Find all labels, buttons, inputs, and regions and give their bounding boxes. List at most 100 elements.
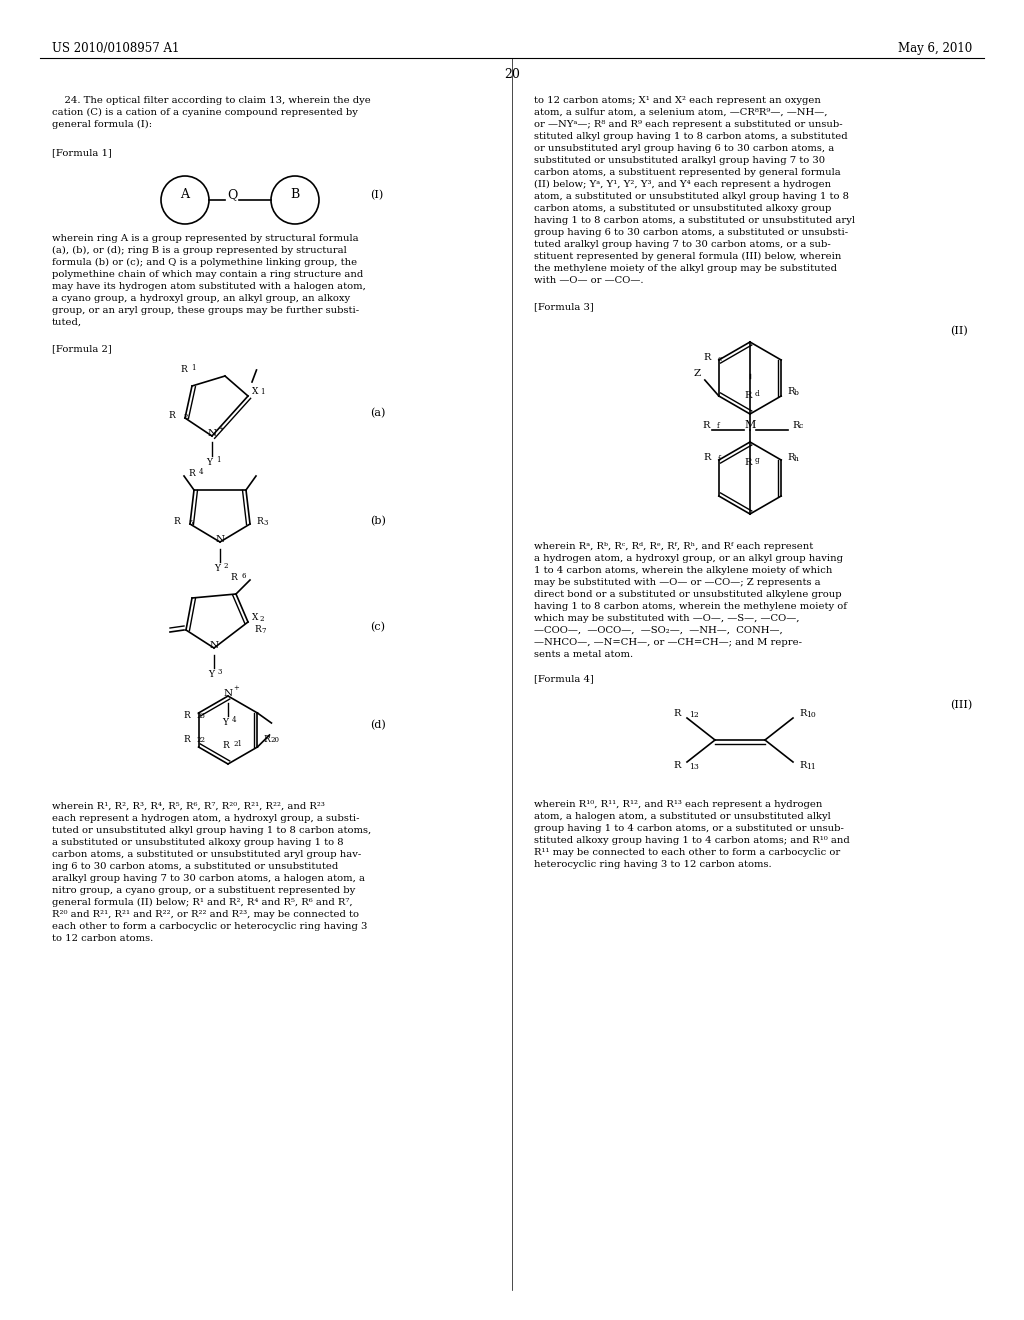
Text: A: A	[180, 189, 189, 202]
Text: to 12 carbon atoms; X¹ and X² each represent an oxygen: to 12 carbon atoms; X¹ and X² each repre…	[534, 96, 821, 106]
Text: 20: 20	[504, 69, 520, 81]
Text: N: N	[215, 535, 224, 544]
Text: stituent represented by general formula (III) below, wherein: stituent represented by general formula …	[534, 252, 842, 261]
Text: group having 6 to 30 carbon atoms, a substituted or unsubsti-: group having 6 to 30 carbon atoms, a sub…	[534, 228, 848, 238]
Text: stituted alkoxy group having 1 to 4 carbon atoms; and R¹⁰ and: stituted alkoxy group having 1 to 4 carb…	[534, 836, 850, 845]
Text: general formula (II) below; R¹ and R², R⁴ and R⁵, R⁶ and R⁷,: general formula (II) below; R¹ and R², R…	[52, 898, 352, 907]
Text: 3: 3	[263, 519, 267, 527]
Text: carbon atoms, a substituted or unsubstituted aryl group hav-: carbon atoms, a substituted or unsubstit…	[52, 850, 361, 859]
Text: a hydrogen atom, a hydroxyl group, or an alkyl group having: a hydrogen atom, a hydroxyl group, or an…	[534, 554, 843, 564]
Text: R: R	[222, 741, 229, 750]
Text: Y: Y	[222, 718, 228, 727]
Text: f: f	[718, 455, 721, 463]
Text: to 12 carbon atoms.: to 12 carbon atoms.	[52, 935, 154, 942]
Text: (a): (a)	[370, 408, 385, 418]
Text: US 2010/0108957 A1: US 2010/0108957 A1	[52, 42, 179, 55]
Text: (c): (c)	[370, 622, 385, 632]
Text: R: R	[799, 710, 806, 718]
Text: d: d	[755, 389, 760, 399]
Text: R: R	[254, 626, 261, 635]
Text: tuted aralkyl group having 7 to 30 carbon atoms, or a sub-: tuted aralkyl group having 7 to 30 carbo…	[534, 240, 830, 249]
Text: R: R	[180, 366, 187, 374]
Text: 2: 2	[224, 562, 228, 570]
Text: c: c	[799, 422, 803, 430]
Text: R: R	[188, 469, 196, 478]
Text: aralkyl group having 7 to 30 carbon atoms, a halogen atom, a: aralkyl group having 7 to 30 carbon atom…	[52, 874, 365, 883]
Text: +: +	[233, 684, 239, 692]
Text: wherein ring A is a group represented by structural formula: wherein ring A is a group represented by…	[52, 234, 358, 243]
Text: R: R	[263, 734, 270, 743]
Text: (II): (II)	[950, 326, 968, 337]
Text: e: e	[718, 355, 722, 363]
Text: polymethine chain of which may contain a ring structure and: polymethine chain of which may contain a…	[52, 271, 364, 279]
Text: N: N	[210, 640, 218, 649]
Text: direct bond or a substituted or unsubstituted alkylene group: direct bond or a substituted or unsubsti…	[534, 590, 842, 599]
Text: having 1 to 8 carbon atoms, wherein the methylene moiety of: having 1 to 8 carbon atoms, wherein the …	[534, 602, 847, 611]
Text: R: R	[183, 734, 190, 743]
Text: tuted,: tuted,	[52, 318, 82, 327]
Text: with —O— or —CO—.: with —O— or —CO—.	[534, 276, 643, 285]
Text: 5: 5	[188, 519, 193, 527]
Text: 22: 22	[197, 737, 206, 744]
Text: M: M	[744, 420, 756, 430]
Text: heterocyclic ring having 3 to 12 carbon atoms.: heterocyclic ring having 3 to 12 carbon …	[534, 861, 772, 869]
Text: X: X	[252, 387, 258, 396]
Text: R: R	[792, 421, 800, 429]
Text: substituted or unsubstituted aralkyl group having 7 to 30: substituted or unsubstituted aralkyl gro…	[534, 156, 825, 165]
Text: 24. The optical filter according to claim 13, wherein the dye: 24. The optical filter according to clai…	[52, 96, 371, 106]
Text: 1: 1	[260, 388, 264, 396]
Text: 1: 1	[191, 364, 196, 372]
Text: which may be substituted with —O—, —S—, —CO—,: which may be substituted with —O—, —S—, …	[534, 614, 800, 623]
Text: 21: 21	[233, 741, 242, 748]
Text: 7: 7	[261, 627, 265, 635]
Text: 6: 6	[241, 572, 246, 579]
Text: wherein R¹, R², R³, R⁴, R⁵, R⁶, R⁷, R²⁰, R²¹, R²², and R²³: wherein R¹, R², R³, R⁴, R⁵, R⁶, R⁷, R²⁰,…	[52, 803, 325, 810]
Text: f: f	[717, 422, 720, 430]
Text: sents a metal atom.: sents a metal atom.	[534, 649, 633, 659]
Text: R: R	[230, 573, 238, 582]
Text: 4: 4	[232, 715, 237, 723]
Text: a cyano group, a hydroxyl group, an alkyl group, an alkoxy: a cyano group, a hydroxyl group, an alky…	[52, 294, 350, 304]
Text: R: R	[799, 762, 806, 771]
Text: wherein Rᵃ, Rᵇ, Rᶜ, Rᵈ, Rᵉ, Rᶠ, Rʰ, and Rᶠ each represent: wherein Rᵃ, Rᵇ, Rᶜ, Rᵈ, Rᵉ, Rᶠ, Rʰ, and …	[534, 543, 813, 550]
Text: [Formula 4]: [Formula 4]	[534, 675, 594, 682]
Text: b: b	[795, 389, 799, 397]
Text: cation (C) is a cation of a cyanine compound represented by: cation (C) is a cation of a cyanine comp…	[52, 108, 357, 117]
Text: 23: 23	[197, 711, 206, 719]
Text: each other to form a carbocyclic or heterocyclic ring having 3: each other to form a carbocyclic or hete…	[52, 921, 368, 931]
Text: —NHCO—, —N=CH—, or —CH=CH—; and M repre-: —NHCO—, —N=CH—, or —CH=CH—; and M repre-	[534, 638, 802, 647]
Text: X: X	[252, 614, 258, 623]
Text: R: R	[168, 412, 175, 421]
Text: R: R	[702, 421, 710, 429]
Text: —COO—,  —OCO—,  —SO₂—,  —NH—,  CONH—,: —COO—, —OCO—, —SO₂—, —NH—, CONH—,	[534, 626, 782, 635]
Text: h: h	[795, 455, 799, 463]
Text: R: R	[703, 454, 711, 462]
Text: 1: 1	[216, 455, 220, 465]
Text: ing 6 to 30 carbon atoms, a substituted or unsubstituted: ing 6 to 30 carbon atoms, a substituted …	[52, 862, 338, 871]
Text: Z: Z	[693, 370, 700, 378]
Text: 13: 13	[689, 763, 698, 771]
Text: 4: 4	[199, 469, 204, 477]
Text: atom, a sulfur atom, a selenium atom, —CR⁸R⁹—, —NH—,: atom, a sulfur atom, a selenium atom, —C…	[534, 108, 827, 117]
Text: a substituted or unsubstituted alkoxy group having 1 to 8: a substituted or unsubstituted alkoxy gr…	[52, 838, 344, 847]
Text: 3: 3	[218, 668, 222, 676]
Text: [Formula 2]: [Formula 2]	[52, 345, 112, 352]
Text: each represent a hydrogen atom, a hydroxyl group, a substi-: each represent a hydrogen atom, a hydrox…	[52, 814, 359, 822]
Text: Y: Y	[206, 458, 212, 467]
Text: R: R	[744, 458, 752, 467]
Text: may be substituted with —O— or —CO—; Z represents a: may be substituted with —O— or —CO—; Z r…	[534, 578, 820, 587]
Text: group, or an aryl group, these groups may be further substi-: group, or an aryl group, these groups ma…	[52, 306, 359, 315]
Text: or unsubstituted aryl group having 6 to 30 carbon atoms, a: or unsubstituted aryl group having 6 to …	[534, 144, 835, 153]
Text: Q: Q	[227, 189, 238, 202]
Text: R: R	[173, 517, 180, 527]
Text: stituted alkyl group having 1 to 8 carbon atoms, a substituted: stituted alkyl group having 1 to 8 carbo…	[534, 132, 848, 141]
Text: 20: 20	[270, 737, 280, 744]
Text: (I): (I)	[370, 190, 383, 201]
Text: atom, a halogen atom, a substituted or unsubstituted alkyl: atom, a halogen atom, a substituted or u…	[534, 812, 830, 821]
Text: nitro group, a cyano group, or a substituent represented by: nitro group, a cyano group, or a substit…	[52, 886, 355, 895]
Text: tuted or unsubstituted alkyl group having 1 to 8 carbon atoms,: tuted or unsubstituted alkyl group havin…	[52, 826, 372, 836]
Text: (d): (d)	[370, 719, 386, 730]
Text: Y: Y	[208, 671, 214, 678]
Text: N: N	[208, 429, 216, 437]
Text: R: R	[674, 762, 681, 771]
